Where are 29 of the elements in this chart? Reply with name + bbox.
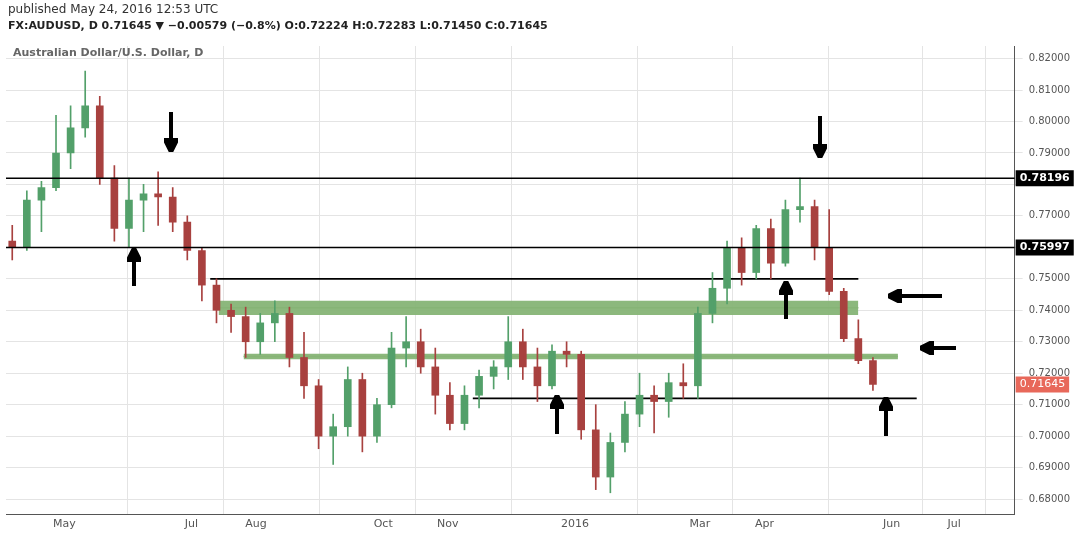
y-tick-label: 0.72000 bbox=[1028, 366, 1071, 378]
text: 0.71645 bbox=[1019, 377, 1066, 391]
y-tick-label: 0.74000 bbox=[1028, 303, 1071, 315]
x-tick-label: Jul bbox=[946, 517, 961, 531]
x-tick-label: Apr bbox=[755, 517, 775, 531]
chart-subtitle: Australian Dollar/U.S. Dollar, D bbox=[13, 46, 204, 59]
y-tick-label: 0.73000 bbox=[1028, 335, 1071, 347]
y-tick-label: 0.71000 bbox=[1028, 398, 1071, 410]
y-tick-label: 0.77000 bbox=[1028, 209, 1071, 221]
ref-line-label: 0.75997 bbox=[1019, 240, 1070, 254]
x-tick-label: Nov bbox=[437, 517, 460, 531]
chart-title: FX:AUDUSD, D 0.71645 ▼ −0.00579 (−0.8%) O:0.72224 H:0.72283 L:0.71450 C:0.71645 bbox=[8, 19, 548, 32]
y-tick-label: 0.79000 bbox=[1028, 146, 1071, 158]
x-tick-label: 2016 bbox=[560, 517, 589, 531]
y-tick-label: 0.69000 bbox=[1028, 461, 1071, 473]
y-tick-label: 0.82000 bbox=[1028, 52, 1071, 64]
x-tick-label: Aug bbox=[245, 517, 267, 531]
text: published May 24, 2016 12:53 UTC bbox=[8, 2, 219, 16]
x-tick-label: Jul bbox=[183, 517, 199, 531]
x-tick-label: Oct bbox=[373, 517, 394, 531]
x-tick-label: Mar bbox=[689, 517, 711, 531]
y-tick-label: 0.75000 bbox=[1028, 272, 1071, 284]
y-tick-label: 0.70000 bbox=[1028, 429, 1071, 441]
y-tick-label: 0.80000 bbox=[1028, 115, 1071, 127]
y-tick-label: 0.68000 bbox=[1028, 492, 1071, 504]
y-tick-label: 0.81000 bbox=[1028, 83, 1071, 95]
x-tick-label: May bbox=[52, 517, 77, 531]
ref-line-label: 0.78196 bbox=[1019, 171, 1071, 185]
x-tick-label: Jun bbox=[882, 517, 901, 531]
